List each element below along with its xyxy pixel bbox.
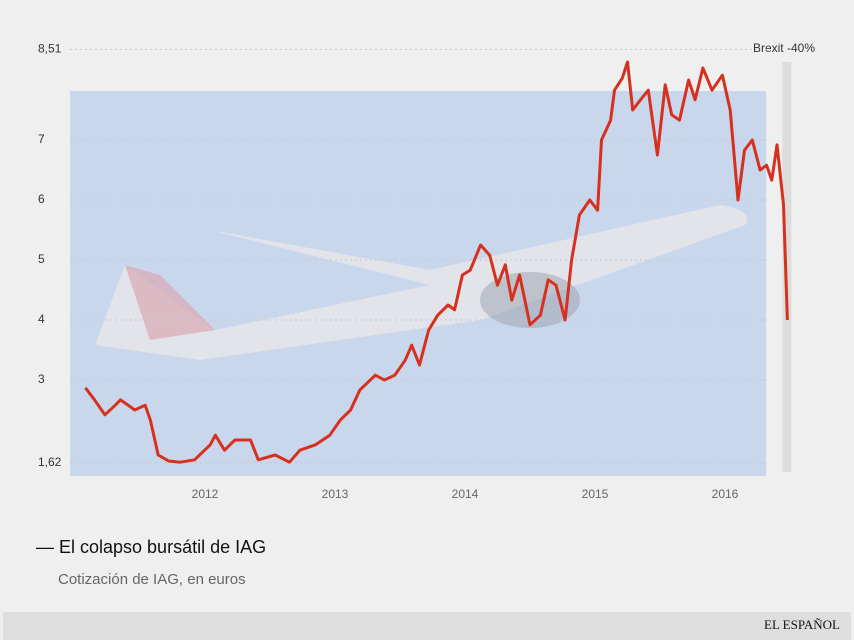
y-tick-label: 4 [38, 312, 45, 326]
chart-title: — El colapso bursátil de IAG [36, 537, 266, 557]
chart-subtitle: Cotización de IAG, en euros [58, 571, 246, 588]
x-tick-label: 2013 [322, 487, 349, 501]
source: EL ESPAÑOL [764, 617, 840, 632]
y-tick-label: 6 [38, 192, 45, 206]
y-tick-label: 1,62 [38, 455, 62, 469]
x-tick-label: 2012 [192, 487, 219, 501]
y-tick-label: 8,51 [38, 42, 62, 56]
footer-bar [3, 612, 851, 640]
y-tick-label: 5 [38, 252, 45, 266]
price-line [84, 60, 789, 464]
x-tick-label: 2016 [712, 487, 739, 501]
annotation: Brexit -40% [753, 41, 815, 55]
y-tick-label: 3 [38, 372, 45, 386]
y-tick-label: 7 [38, 132, 45, 146]
x-tick-label: 2014 [452, 487, 479, 501]
background-photo [70, 91, 766, 476]
x-tick-label: 2015 [582, 487, 609, 501]
